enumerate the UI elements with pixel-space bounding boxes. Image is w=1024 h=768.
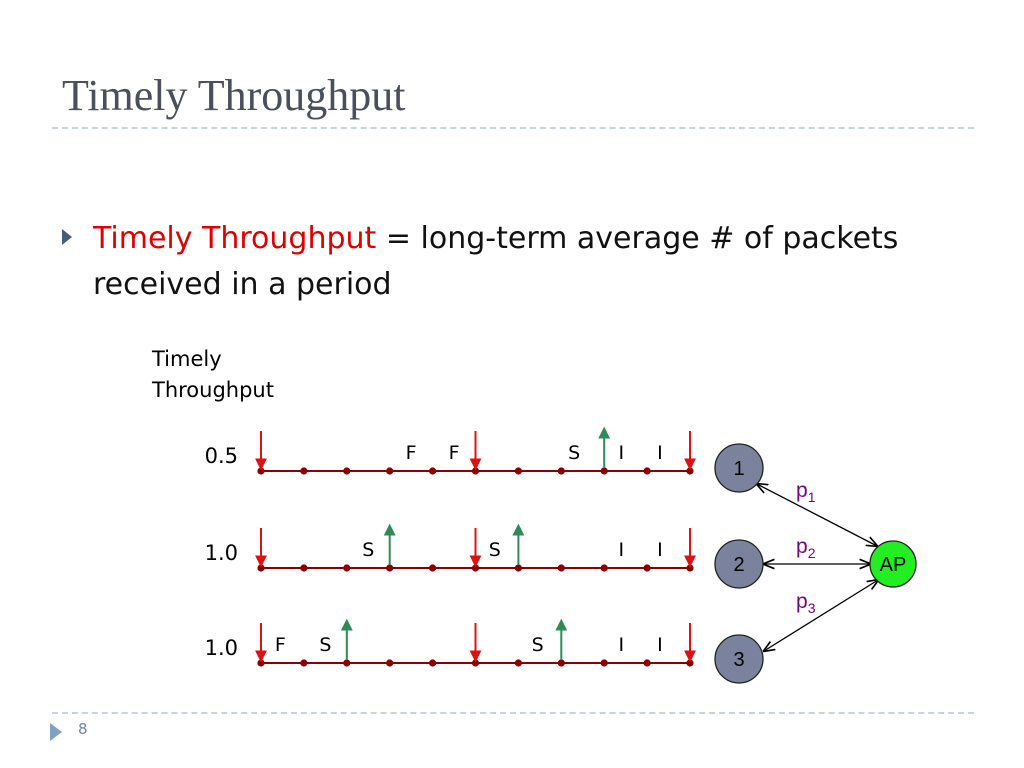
y-axis-label-line-2: Throughput [152, 378, 274, 402]
defined-term: Timely Throughput [93, 221, 377, 256]
time-slot-dot [386, 659, 394, 667]
time-slot-dot [429, 659, 437, 667]
page-number: 8 [78, 720, 88, 738]
probability-symbol: p [796, 590, 808, 613]
time-slot-dot [257, 467, 265, 475]
time-slot-dot [429, 564, 437, 572]
slot-outcome-label: S [532, 634, 544, 656]
time-slot-dot [557, 659, 565, 667]
client-label: 1 [733, 458, 744, 480]
time-slot-dot [643, 564, 651, 572]
timeline-row: 0.5 F F S I I [205, 426, 696, 475]
slot-outcome-label: I [657, 442, 663, 464]
time-slot-dot [300, 659, 308, 667]
time-slot-dot [643, 467, 651, 475]
wireless-link-arrow [757, 484, 877, 546]
client-node-3: 3 [714, 634, 764, 684]
slot-outcome-label: I [619, 634, 625, 656]
access-point-label: AP [880, 554, 907, 576]
slot-outcome-label: F [406, 442, 417, 464]
slide-title: Timely Throughput [62, 71, 406, 120]
timeline-row: 1.0 S S I I [205, 523, 696, 572]
y-axis-label-line-1: Timely [152, 347, 222, 371]
time-slot-dot [300, 467, 308, 475]
footer-triangle-icon [50, 723, 62, 741]
slot-outcome-label: I [657, 539, 663, 561]
probability-subscript: 3 [808, 600, 816, 616]
time-slot-dot [600, 467, 608, 475]
time-slot-dot [343, 467, 351, 475]
slot-outcome-label: S [489, 539, 501, 561]
bullet-text: Timely Throughput = long-term average # … [93, 216, 973, 308]
client-node-2: 2 [714, 539, 764, 589]
client-circle [714, 539, 764, 589]
timeline-row: 1.0 F S S I I [205, 618, 696, 667]
time-slot-dot [686, 564, 694, 572]
row-throughput-value: 1.0 [205, 541, 238, 565]
probability-subscript: 1 [808, 489, 816, 505]
slot-outcome-label: F [275, 634, 286, 656]
probability-subscript: 2 [808, 545, 816, 561]
row-throughput-value: 1.0 [205, 636, 238, 660]
time-slot-dot [514, 467, 523, 475]
time-slot-dot [514, 564, 523, 572]
time-slot-dot [300, 564, 308, 572]
time-slot-dot [557, 467, 565, 475]
slot-outcome-label: S [319, 634, 331, 656]
definition-text: = long-term average # of packets receive… [93, 221, 899, 302]
delivery-probability-label: p2 [796, 535, 816, 561]
time-slot-dot [343, 659, 351, 667]
client-label: 2 [733, 554, 744, 576]
delivery-probability-label: p3 [796, 590, 816, 616]
time-slot-dot [686, 467, 694, 475]
time-slot-dot [557, 564, 565, 572]
time-slot-dot [600, 659, 608, 667]
time-slot-dot [386, 564, 394, 572]
slot-outcome-label: S [362, 539, 374, 561]
time-slot-dot [471, 467, 480, 475]
access-point-circle [869, 540, 917, 588]
time-slot-dot [343, 564, 351, 572]
time-slot-dot [429, 467, 437, 475]
client-label: 3 [733, 649, 744, 671]
probability-symbol: p [796, 535, 808, 558]
time-slot-dot [471, 564, 480, 572]
title-divider [52, 127, 974, 129]
row-throughput-value: 0.5 [205, 444, 238, 468]
slot-outcome-label: I [619, 539, 625, 561]
time-slot-dot [257, 659, 265, 667]
time-slot-dot [386, 467, 394, 475]
time-slot-dot [600, 564, 608, 572]
slot-outcome-label: S [568, 442, 580, 464]
probability-symbol: p [796, 479, 808, 502]
wireless-link-arrow [764, 580, 878, 651]
slot-outcome-label: I [619, 442, 625, 464]
access-point-node: AP [869, 540, 917, 588]
client-node-1: 1 [714, 443, 764, 493]
time-slot-dot [686, 659, 694, 667]
time-slot-dot [514, 659, 523, 667]
footer-divider [52, 712, 974, 714]
client-circle [714, 634, 764, 684]
bullet-arrow-icon [62, 229, 72, 245]
y-axis-label: Timely Throughput [152, 344, 352, 406]
slot-outcome-label: I [657, 634, 663, 656]
link-lines [757, 484, 878, 651]
slot-outcome-label: F [449, 442, 460, 464]
client-circle [714, 443, 764, 493]
time-slot-dot [643, 659, 651, 667]
time-slot-dot [257, 564, 265, 572]
delivery-probability-label: p1 [796, 479, 816, 505]
time-slot-dot [471, 659, 480, 667]
